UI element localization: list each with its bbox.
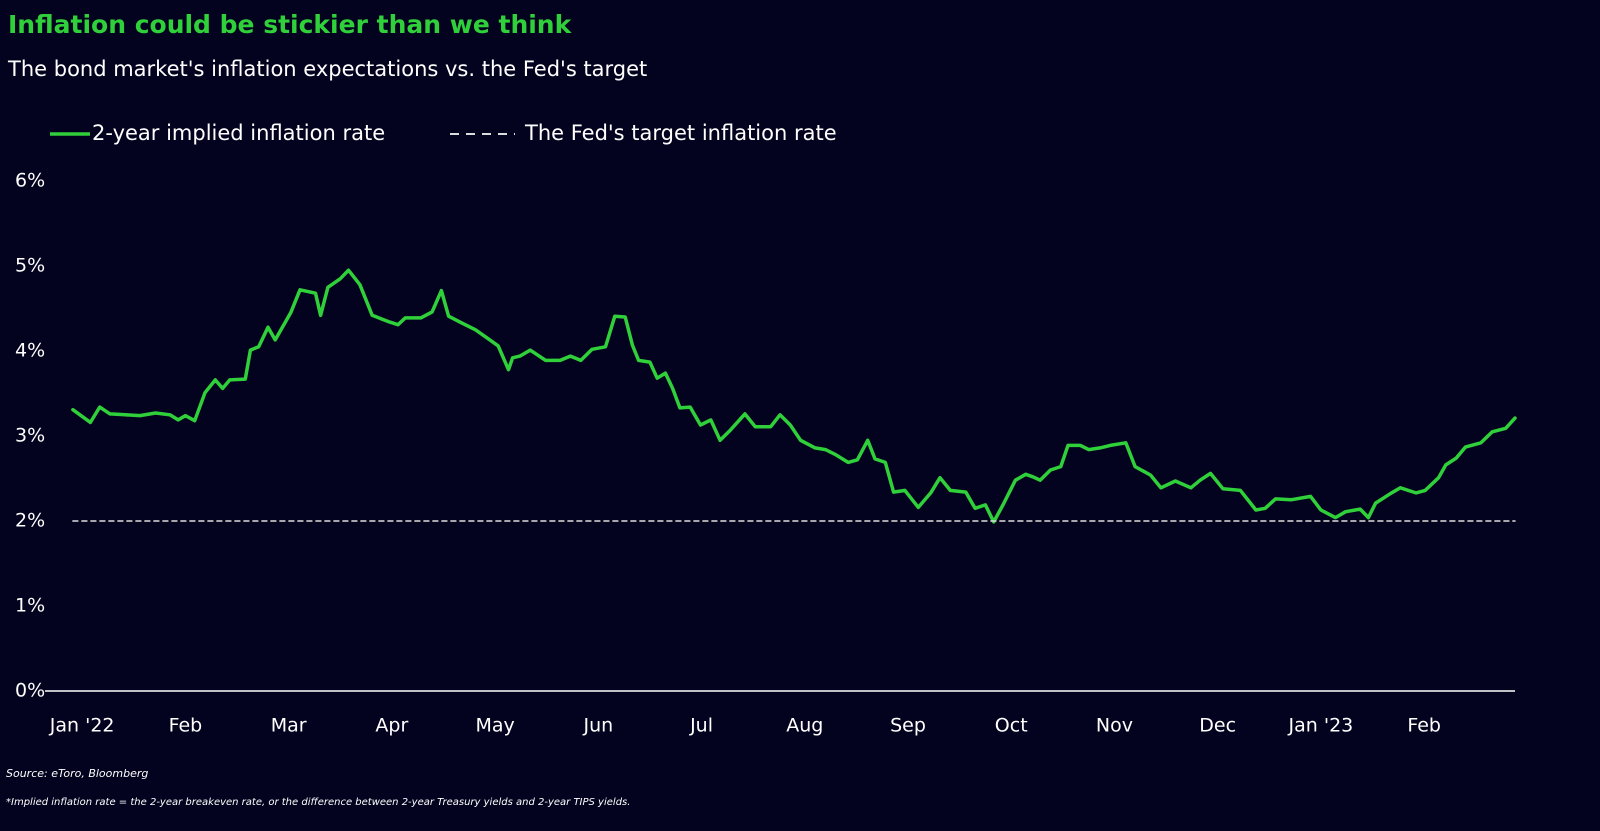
data-line	[71, 268, 1517, 524]
y-tick-label: 3%	[15, 425, 45, 447]
source-note: Source: eToro, Bloomberg	[6, 767, 148, 780]
x-tick-label: Aug	[786, 715, 823, 737]
y-tick-label: 2%	[15, 510, 45, 532]
y-tick-label: 6%	[15, 170, 45, 192]
x-tick-label: May	[475, 715, 514, 737]
y-tick-label: 4%	[15, 340, 45, 362]
y-tick-label: 1%	[15, 595, 45, 617]
chart-title: Inflation could be stickier than we thin…	[8, 10, 573, 39]
x-tick-label: Sep	[890, 715, 926, 737]
x-tick-label: Jul	[689, 715, 713, 737]
legend-label: The Fed's target inflation rate	[524, 121, 837, 145]
y-tick-label: 0%	[15, 680, 45, 702]
x-tick-label: Dec	[1199, 715, 1236, 737]
x-tick-label: Apr	[375, 715, 408, 737]
legend-label: 2-year implied inflation rate	[92, 121, 385, 145]
x-tick-label: Jan '22	[49, 715, 115, 737]
x-tick-label: Oct	[995, 715, 1028, 737]
footnote: *Implied inflation rate = the 2-year bre…	[6, 797, 630, 808]
x-tick-label: Nov	[1096, 715, 1133, 737]
x-tick-label: Jun	[582, 715, 613, 737]
y-tick-label: 5%	[15, 255, 45, 277]
x-tick-label: Feb	[1407, 715, 1441, 737]
x-tick-label: Mar	[271, 715, 307, 737]
chart-subtitle: The bond market's inflation expectations…	[7, 57, 647, 81]
x-tick-label: Jan '23	[1288, 715, 1354, 737]
x-tick-label: Feb	[169, 715, 203, 737]
